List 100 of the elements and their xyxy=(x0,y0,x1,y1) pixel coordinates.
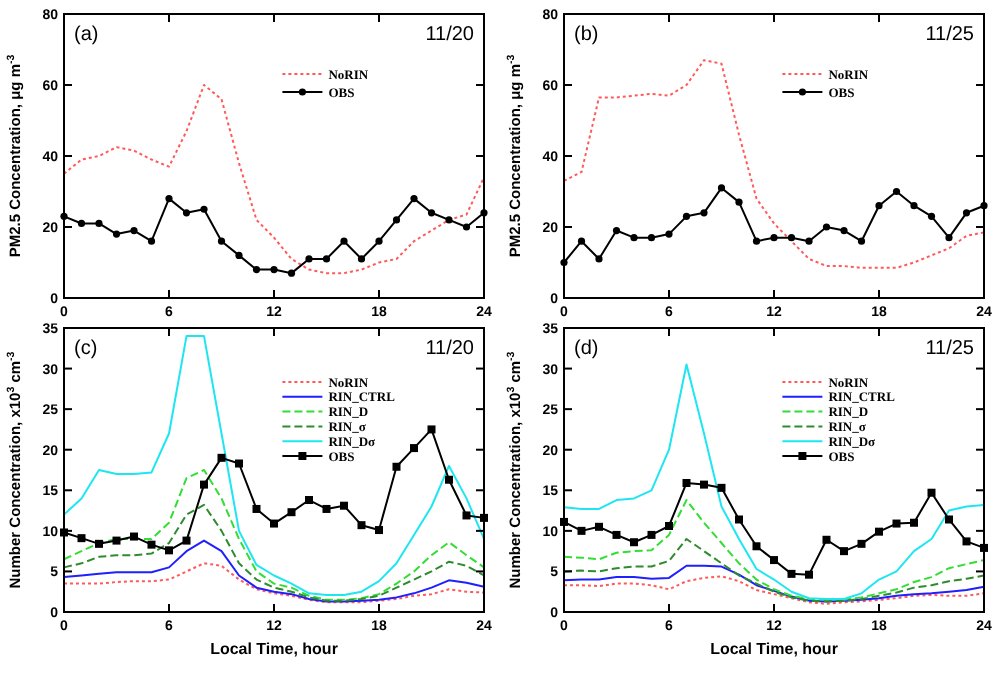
point xyxy=(147,540,156,549)
point xyxy=(182,209,191,217)
point xyxy=(962,209,971,217)
point xyxy=(612,226,621,235)
point xyxy=(962,537,971,546)
point xyxy=(665,521,673,530)
point xyxy=(305,496,313,505)
point xyxy=(770,556,778,565)
point xyxy=(112,230,121,238)
point xyxy=(340,501,348,510)
point xyxy=(410,195,418,203)
line-series xyxy=(563,564,985,603)
line-series xyxy=(63,562,485,604)
point xyxy=(217,237,226,245)
point xyxy=(700,480,708,489)
point xyxy=(305,255,313,263)
point xyxy=(735,515,743,524)
point xyxy=(787,569,796,578)
point xyxy=(612,530,621,539)
point xyxy=(112,536,121,545)
point xyxy=(577,526,586,535)
point xyxy=(805,570,813,579)
point xyxy=(200,205,208,213)
point xyxy=(857,539,866,548)
point xyxy=(392,462,401,471)
line-series xyxy=(63,539,485,603)
line-series xyxy=(63,335,485,596)
point xyxy=(165,546,173,555)
point xyxy=(665,230,673,238)
point xyxy=(357,255,366,263)
line-series xyxy=(563,499,985,601)
point xyxy=(462,223,471,231)
point xyxy=(787,234,796,242)
annotation: 11/20 xyxy=(425,338,475,360)
point xyxy=(462,511,471,520)
point xyxy=(200,480,208,489)
point xyxy=(595,255,603,263)
point xyxy=(95,539,103,548)
point xyxy=(95,219,103,228)
line-series xyxy=(63,469,485,601)
point xyxy=(945,234,953,242)
point xyxy=(805,237,813,245)
point xyxy=(840,226,848,235)
point xyxy=(287,508,296,517)
point xyxy=(927,212,936,220)
annotation: (d) xyxy=(574,338,599,360)
x-axis-title: Local Time, hour xyxy=(710,640,838,658)
point xyxy=(427,425,436,434)
point xyxy=(270,519,278,528)
point xyxy=(235,251,243,259)
point xyxy=(717,483,726,492)
point xyxy=(322,255,331,263)
point xyxy=(577,237,586,245)
point xyxy=(235,459,243,468)
point xyxy=(857,237,866,245)
point xyxy=(217,453,226,462)
point xyxy=(410,444,418,453)
point xyxy=(270,266,278,274)
point xyxy=(427,209,436,217)
point xyxy=(630,538,638,547)
point xyxy=(375,237,383,245)
point xyxy=(875,527,883,536)
point xyxy=(130,226,138,235)
annotation: 11/25 xyxy=(925,24,975,46)
point xyxy=(735,198,743,206)
annotation: (b) xyxy=(574,24,599,46)
point xyxy=(647,530,656,539)
point xyxy=(77,534,86,543)
point xyxy=(892,519,901,528)
line-series xyxy=(563,363,985,601)
annotation: 11/25 xyxy=(925,338,975,360)
point xyxy=(630,234,638,242)
point xyxy=(752,237,761,245)
point xyxy=(445,475,453,484)
point xyxy=(647,234,656,242)
point xyxy=(252,266,261,274)
line-series xyxy=(563,575,985,605)
point xyxy=(252,504,261,513)
point xyxy=(165,195,173,203)
point xyxy=(945,515,953,524)
point xyxy=(717,184,726,192)
x-axis-title: Local Time, hour xyxy=(210,640,338,658)
point xyxy=(445,216,453,224)
point xyxy=(682,212,691,220)
point xyxy=(322,504,331,513)
point xyxy=(392,216,401,224)
line-series xyxy=(63,84,485,275)
point xyxy=(840,547,848,556)
point xyxy=(182,536,191,545)
line-series xyxy=(563,59,985,269)
point xyxy=(822,535,831,544)
point xyxy=(147,237,156,245)
point xyxy=(357,521,366,530)
point xyxy=(910,518,918,527)
point xyxy=(287,269,296,277)
point xyxy=(752,542,761,551)
point xyxy=(375,526,383,535)
point xyxy=(910,202,918,210)
line-series xyxy=(63,503,485,602)
annotation: (a) xyxy=(74,24,99,46)
